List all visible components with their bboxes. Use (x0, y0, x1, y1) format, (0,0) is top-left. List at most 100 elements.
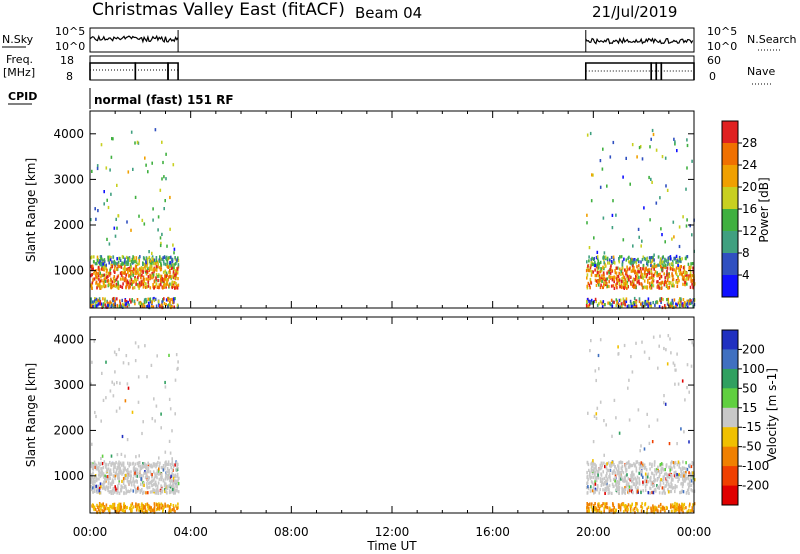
range-gate-cell (102, 486, 104, 490)
range-gate-cell (617, 278, 620, 283)
range-gate-cell (674, 460, 677, 465)
range-gate-cell (593, 483, 595, 487)
range-gate-cell (617, 469, 620, 473)
range-gate-cell (684, 270, 687, 274)
range-gate-cell (114, 302, 116, 306)
range-gate-cell (603, 284, 605, 288)
range-gate-cell (623, 281, 626, 286)
range-gate-cell (641, 286, 644, 290)
range-gate-cell (91, 255, 93, 259)
range-gate-cell (643, 301, 646, 305)
range-gate-cell (92, 305, 95, 309)
range-gate-cell (169, 485, 172, 489)
range-gate-cell (660, 257, 662, 261)
range-gate-cell (109, 476, 111, 480)
range-gate-cell (116, 275, 119, 279)
range-gate-cell (159, 255, 161, 259)
range-gate-cell (101, 509, 104, 513)
range-gate-cell (171, 468, 174, 472)
range-gate-cell (691, 462, 694, 466)
range-gate-cell (660, 274, 663, 279)
range-gate-cell (158, 259, 161, 263)
range-gate-cell (678, 269, 680, 273)
range-gate-cell (136, 468, 139, 472)
range-gate-cell (164, 489, 166, 493)
range-gate-cell (119, 381, 121, 385)
range-gate-cell (688, 484, 691, 488)
freq-label: Freq. (6, 53, 33, 66)
range-gate-cell (149, 264, 152, 268)
range-gate-cell (104, 478, 107, 482)
range-gate-cell (161, 277, 164, 281)
range-gate-cell (94, 297, 96, 301)
range-gate-cell (145, 163, 147, 167)
range-gate-cell (683, 275, 686, 279)
range-gate-cell (641, 465, 643, 469)
colorbar-frame (721, 329, 739, 506)
range-gate-cell (599, 467, 602, 471)
range-gate-cell (606, 284, 609, 288)
colorbar-tick-label: -50 (742, 440, 762, 454)
range-gate-cell (644, 503, 646, 507)
range-gate-cell (659, 196, 661, 200)
range-gate-cell (653, 488, 656, 492)
range-gate-cell (621, 469, 623, 473)
range-gate-cell (632, 282, 635, 287)
range-gate-cell (598, 491, 601, 495)
range-gate-cell (617, 465, 620, 469)
range-gate-cell (153, 262, 155, 266)
range-gate-cell (669, 485, 671, 489)
range-gate-cell (169, 298, 171, 302)
range-gate-cell (670, 509, 673, 513)
range-gate-cell (108, 242, 111, 246)
range-gate-cell (615, 285, 618, 289)
range-gate-cell (649, 467, 651, 471)
range-gate-cell (681, 272, 683, 276)
range-gate-cell (118, 284, 120, 288)
range-gate-cell (615, 467, 618, 471)
range-gate-cell (683, 430, 685, 434)
range-gate-cell (129, 263, 132, 267)
range-gate-cell (140, 482, 142, 486)
range-gate-cell (676, 303, 678, 307)
range-gate-cell (167, 469, 170, 473)
range-gate-cell (688, 275, 690, 279)
range-gate-cell (684, 398, 686, 402)
range-gate-cell (591, 301, 594, 305)
range-gate-cell (649, 145, 651, 149)
range-gate-cell (134, 487, 137, 491)
range-gate-cell (683, 268, 686, 272)
range-gate-cell (127, 271, 129, 275)
range-gate-cell (625, 270, 627, 274)
range-gate-cell (609, 478, 612, 483)
range-gate-cell (132, 286, 134, 290)
range-gate-cell (143, 483, 145, 487)
range-gate-cell (658, 344, 660, 348)
range-gate-cell (674, 489, 676, 494)
range-gate-cell (98, 509, 101, 513)
range-gate-cell (155, 304, 158, 308)
range-gate-cell (125, 302, 128, 306)
range-gate-cell (646, 475, 649, 479)
beam-label: Beam 04 (355, 4, 422, 22)
range-gate-cell (682, 482, 684, 486)
range-gate-cell (668, 465, 670, 469)
range-gate-cell (663, 283, 666, 287)
range-gate-cell (121, 472, 123, 476)
range-gate-cell (610, 255, 613, 260)
range-gate-cell (149, 509, 152, 513)
range-gate-cell (107, 271, 110, 275)
range-gate-cell (121, 262, 123, 266)
range-gate-cell (600, 472, 602, 476)
range-gate-cell (658, 491, 661, 495)
range-gate-cell (159, 188, 162, 192)
range-gate-cell (612, 502, 614, 506)
range-gate-cell (678, 244, 681, 249)
range-gate-cell (177, 259, 180, 263)
range-gate-cell (176, 271, 179, 275)
range-gate-cell (113, 283, 115, 288)
range-gate-cell (117, 260, 120, 264)
range-gate-cell (623, 257, 625, 261)
range-gate-cell (603, 267, 605, 271)
range-gate-cell (129, 275, 132, 279)
